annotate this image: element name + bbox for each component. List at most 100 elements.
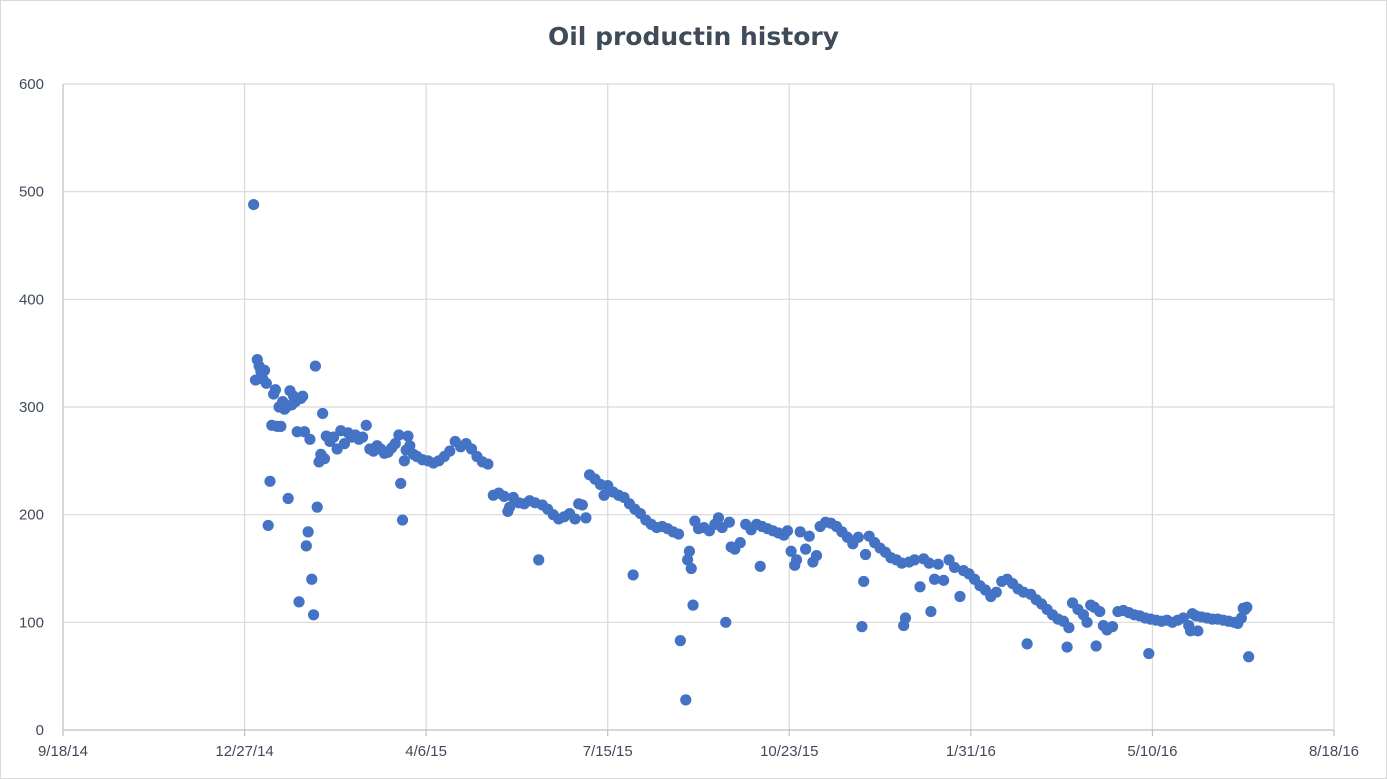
data-point	[687, 599, 699, 611]
x-tick-label: 12/27/14	[215, 743, 273, 760]
data-point	[338, 438, 351, 450]
data-point	[248, 198, 260, 211]
data-points	[248, 198, 1255, 706]
x-tick-label: 4/6/15	[405, 743, 447, 760]
data-point	[318, 453, 331, 465]
data-point	[858, 575, 870, 588]
data-point	[396, 514, 409, 526]
y-tick-label: 200	[19, 507, 44, 524]
data-point	[264, 475, 276, 487]
data-point	[393, 429, 405, 441]
data-point	[932, 558, 944, 570]
data-point	[569, 513, 581, 525]
data-point	[923, 557, 935, 569]
data-point	[327, 431, 340, 443]
data-point	[309, 360, 321, 372]
data-point	[293, 596, 305, 608]
data-point	[683, 545, 696, 557]
data-point	[300, 540, 312, 552]
data-point	[398, 455, 410, 467]
data-point	[395, 477, 407, 490]
data-point	[444, 445, 456, 457]
y-tick-label: 600	[19, 76, 44, 93]
data-point	[914, 581, 926, 593]
data-point	[1094, 605, 1106, 618]
data-point	[275, 420, 287, 432]
data-point	[389, 438, 401, 450]
data-point	[404, 440, 416, 452]
axes	[62, 84, 1335, 736]
data-point	[1081, 616, 1093, 628]
data-point	[262, 519, 274, 532]
data-point	[1061, 641, 1073, 653]
data-point	[598, 489, 610, 501]
data-point	[1143, 647, 1155, 660]
data-point	[856, 621, 868, 633]
y-tick-label: 400	[19, 291, 44, 308]
data-point	[672, 528, 685, 540]
data-point	[859, 548, 872, 561]
data-point	[1192, 625, 1204, 637]
data-point	[304, 433, 316, 445]
x-tick-label: 10/23/15	[760, 743, 818, 760]
data-point	[674, 635, 686, 647]
y-tick-labels: 0 100 200 300 400 500 600	[19, 76, 44, 739]
data-point	[302, 526, 314, 538]
data-point	[306, 573, 318, 585]
y-tick-label: 0	[36, 722, 44, 739]
data-point	[1241, 601, 1253, 613]
x-tick-label: 8/18/16	[1309, 743, 1359, 760]
data-point	[1063, 622, 1075, 634]
data-point	[928, 573, 941, 585]
data-point	[948, 561, 961, 574]
data-point	[990, 586, 1002, 598]
data-point	[754, 560, 766, 572]
x-tick-labels: 9/18/14 12/27/14 4/6/15 7/15/15 10/23/15 1/31…	[38, 743, 1359, 760]
data-point	[1090, 640, 1102, 652]
data-point	[1106, 621, 1119, 633]
data-point	[504, 501, 516, 513]
data-point	[785, 545, 797, 557]
data-point	[627, 569, 639, 581]
data-point	[297, 390, 309, 402]
data-point	[580, 512, 592, 524]
y-tick-label: 300	[19, 399, 44, 416]
data-point	[533, 554, 545, 566]
data-point	[317, 407, 329, 420]
data-point	[685, 562, 697, 575]
data-point	[810, 549, 823, 562]
data-point	[938, 574, 950, 586]
data-point	[498, 490, 510, 502]
data-point	[794, 526, 806, 538]
y-tick-label: 500	[19, 184, 44, 201]
data-point	[781, 525, 794, 537]
x-tick-label: 7/15/15	[583, 743, 633, 760]
data-point	[282, 492, 294, 505]
data-point	[682, 554, 694, 566]
data-point	[680, 694, 692, 706]
data-point	[1235, 612, 1247, 624]
data-point	[1021, 638, 1033, 650]
gridlines	[63, 83, 1335, 730]
data-point	[258, 364, 271, 376]
data-point	[1243, 651, 1255, 663]
x-tick-label: 9/18/14	[38, 743, 88, 760]
data-point	[356, 431, 369, 443]
data-point	[723, 516, 735, 528]
chart-title: Oil productin history	[547, 22, 840, 51]
data-point	[954, 590, 966, 603]
data-point	[800, 543, 812, 555]
data-point	[908, 554, 921, 566]
data-point	[899, 612, 912, 624]
data-point	[790, 554, 803, 566]
data-point	[311, 501, 323, 513]
data-point	[852, 531, 864, 543]
x-tick-label: 1/31/16	[946, 743, 996, 760]
data-point	[720, 616, 732, 628]
x-tick-label: 5/10/16	[1127, 743, 1177, 760]
data-point	[360, 419, 372, 431]
data-point	[260, 377, 272, 389]
data-point	[925, 605, 937, 618]
